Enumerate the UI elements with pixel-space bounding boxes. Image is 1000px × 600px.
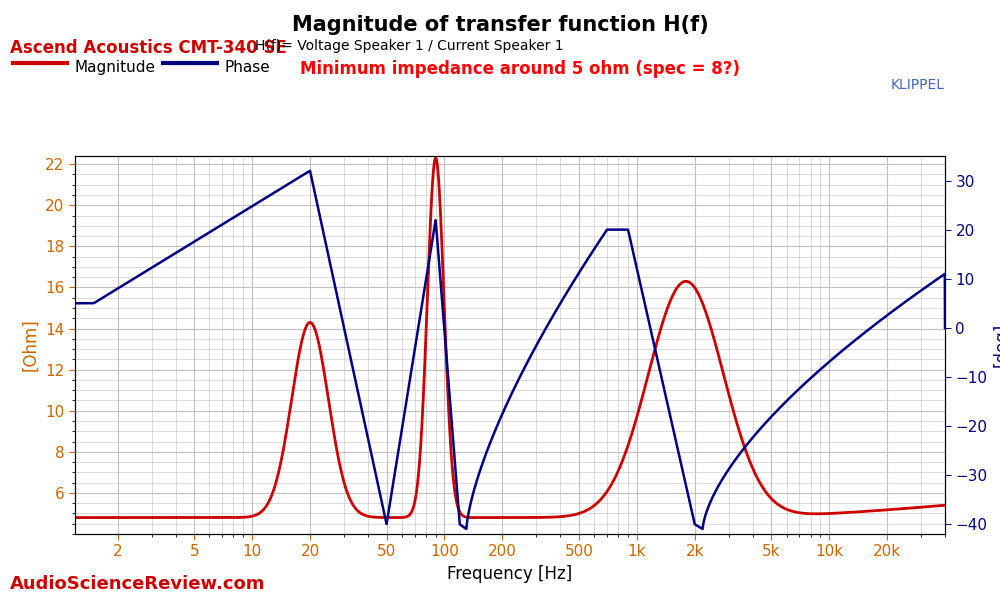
Y-axis label: [deg]: [deg] xyxy=(993,323,1000,367)
X-axis label: Frequency [Hz]: Frequency [Hz] xyxy=(447,565,573,583)
Text: KLIPPEL: KLIPPEL xyxy=(891,78,945,92)
Text: Magnitude of transfer function H(f): Magnitude of transfer function H(f) xyxy=(292,15,708,35)
Y-axis label: [Ohm]: [Ohm] xyxy=(22,319,40,371)
Text: Ascend Acoustics CMT-340 SE: Ascend Acoustics CMT-340 SE xyxy=(10,39,287,57)
Text: H(f)= Voltage Speaker 1 / Current Speaker 1: H(f)= Voltage Speaker 1 / Current Speake… xyxy=(255,39,564,53)
Text: Minimum impedance around 5 ohm (spec = 8?): Minimum impedance around 5 ohm (spec = 8… xyxy=(300,60,740,78)
Text: Magnitude: Magnitude xyxy=(75,60,156,75)
Text: Phase: Phase xyxy=(225,60,271,75)
Text: AudioScienceReview.com: AudioScienceReview.com xyxy=(10,575,266,593)
